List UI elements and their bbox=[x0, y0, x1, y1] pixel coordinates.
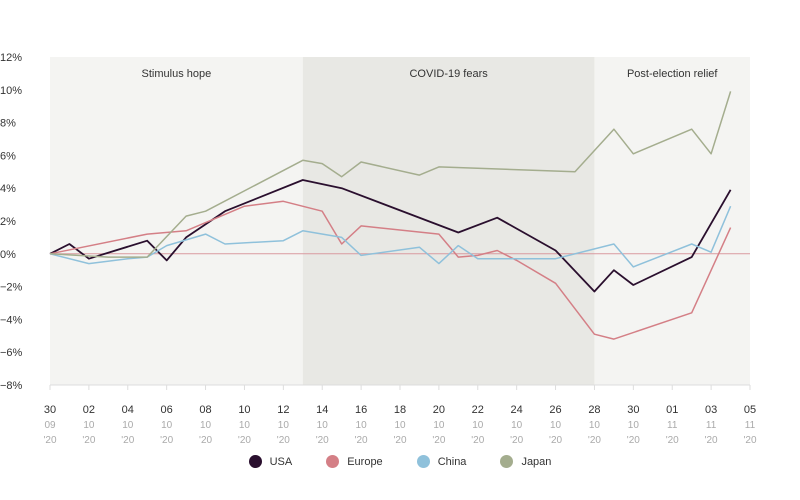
x-tick-month: 10 bbox=[589, 420, 601, 431]
x-tick-day: 14 bbox=[316, 404, 328, 416]
x-tick-day: 12 bbox=[277, 404, 289, 416]
band-label: COVID-19 fears bbox=[409, 68, 488, 80]
x-tick-day: 05 bbox=[744, 404, 756, 416]
series-line-usa bbox=[49, 179, 732, 293]
legend-swatch bbox=[416, 455, 430, 468]
x-tick-day: 30 bbox=[627, 404, 639, 416]
x-tick-year: '20 bbox=[277, 435, 290, 446]
y-tick-label: 10% bbox=[0, 85, 22, 97]
x-tick-year: '20 bbox=[316, 435, 329, 446]
y-tick-label: 0% bbox=[0, 249, 16, 261]
legend-swatch bbox=[326, 455, 340, 468]
x-tick-month: 10 bbox=[628, 420, 640, 431]
band-label: Post-election relief bbox=[627, 68, 718, 80]
x-tick-month: 10 bbox=[511, 420, 523, 431]
x-tick-month: 10 bbox=[317, 420, 329, 431]
x-tick-day: 30 bbox=[44, 404, 56, 416]
x-tick-year: '20 bbox=[121, 435, 134, 446]
series-lines bbox=[49, 91, 732, 340]
y-tick-label: −6% bbox=[0, 347, 23, 359]
x-tick-month: 10 bbox=[161, 420, 173, 431]
x-tick-month: 10 bbox=[472, 420, 484, 431]
x-tick-year: '20 bbox=[627, 435, 640, 446]
x-tick-day: 04 bbox=[122, 404, 134, 416]
legend-label: China bbox=[437, 455, 467, 468]
legend-item-japan[interactable]: Japan bbox=[500, 455, 551, 468]
y-tick-label: 2% bbox=[0, 216, 16, 228]
x-tick-year: '20 bbox=[393, 435, 406, 446]
x-tick-month: 11 bbox=[667, 420, 678, 431]
x-tick-year: '20 bbox=[160, 435, 173, 446]
legend-label: Europe bbox=[347, 455, 383, 468]
band-label: Stimulus hope bbox=[142, 68, 212, 80]
x-tick-month: 10 bbox=[394, 420, 406, 431]
legend-item-china[interactable]: China bbox=[416, 455, 467, 468]
x-tick-day: 01 bbox=[666, 404, 678, 416]
y-tick-label: 8% bbox=[0, 118, 16, 130]
x-tick-day: 10 bbox=[238, 404, 250, 416]
x-tick-year: '20 bbox=[82, 435, 95, 446]
x-tick-day: 02 bbox=[83, 404, 95, 416]
x-tick-year: '20 bbox=[238, 435, 251, 446]
x-tick-year: '20 bbox=[549, 435, 562, 446]
x-tick-month: 10 bbox=[278, 420, 290, 431]
x-tick-month: 10 bbox=[200, 420, 212, 431]
x-tick-month: 09 bbox=[44, 420, 56, 431]
x-tick-month: 10 bbox=[433, 420, 445, 431]
x-tick-day: 28 bbox=[588, 404, 600, 416]
legend-swatch bbox=[500, 455, 514, 468]
x-tick-year: '20 bbox=[588, 435, 601, 446]
legend-label: Japan bbox=[521, 455, 552, 468]
x-tick-day: 06 bbox=[161, 404, 173, 416]
x-tick-year: '20 bbox=[355, 435, 368, 446]
chart: Stimulus hope COVID-19 fears Post-election… bbox=[0, 52, 757, 446]
x-tick-day: 08 bbox=[199, 404, 211, 416]
x-tick-day: 26 bbox=[549, 404, 561, 416]
legend-item-europe[interactable]: Europe bbox=[326, 455, 383, 468]
y-tick-label: −2% bbox=[0, 282, 23, 294]
x-tick-year: '20 bbox=[666, 435, 679, 446]
band-0 bbox=[50, 57, 303, 385]
x-tick-day: 03 bbox=[705, 404, 717, 416]
x-tick-year: '20 bbox=[199, 435, 212, 446]
x-tick-year: '20 bbox=[705, 435, 718, 446]
series-line-japan bbox=[49, 91, 732, 258]
legend-item-usa[interactable]: USA bbox=[248, 455, 293, 468]
x-tick-month: 10 bbox=[83, 420, 95, 431]
x-tick-year: '20 bbox=[43, 435, 56, 446]
x-tick-month: 10 bbox=[550, 420, 562, 431]
legend-label: USA bbox=[269, 455, 293, 468]
band-1 bbox=[302, 57, 595, 385]
x-tick-day: 24 bbox=[511, 404, 523, 416]
x-tick-day: 16 bbox=[355, 404, 367, 416]
x-tick-year: '20 bbox=[743, 435, 756, 446]
x-tick-year: '20 bbox=[471, 435, 484, 446]
x-tick-day: 22 bbox=[472, 404, 484, 416]
x-tick-month: 10 bbox=[356, 420, 368, 431]
y-tick-label: −4% bbox=[0, 314, 23, 326]
series-line-europe bbox=[49, 200, 732, 340]
x-axis: 30 09 '20 02 10 '20 04 10 '20 06 10 '20 08 10 '20 10 10 '… bbox=[43, 385, 757, 446]
period-bands: Stimulus hope COVID-19 fears Post-election… bbox=[50, 57, 750, 385]
x-tick-month: 10 bbox=[122, 420, 134, 431]
y-tick-label: −8% bbox=[0, 380, 23, 392]
y-tick-label: 4% bbox=[0, 183, 16, 195]
y-tick-label: 12% bbox=[0, 52, 22, 64]
legend: USA Europe China Japan bbox=[0, 455, 800, 468]
x-tick-month: 11 bbox=[706, 420, 717, 431]
x-tick-day: 18 bbox=[394, 404, 406, 416]
x-tick-year: '20 bbox=[432, 435, 445, 446]
x-tick-day: 20 bbox=[433, 404, 445, 416]
x-tick-month: 11 bbox=[745, 420, 756, 431]
y-tick-label: 6% bbox=[0, 150, 16, 162]
x-tick-month: 10 bbox=[239, 420, 251, 431]
x-tick-year: '20 bbox=[510, 435, 523, 446]
series-line-china bbox=[49, 205, 732, 268]
legend-swatch bbox=[248, 455, 262, 468]
